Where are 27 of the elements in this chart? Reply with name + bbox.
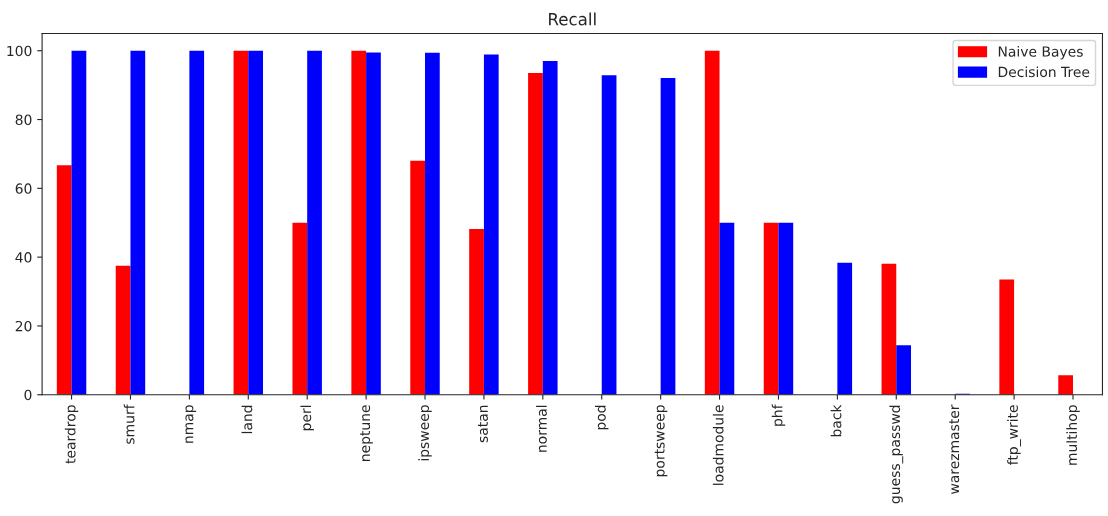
x-tick-label: teardrop	[64, 405, 79, 464]
legend-label: Decision Tree	[998, 66, 1090, 78]
x-tick-label: perl	[300, 405, 314, 431]
x-tick-label: warezmaster	[949, 404, 960, 494]
x-tick-label: nmap	[185, 405, 197, 443]
x-tick-label: pod	[595, 405, 609, 430]
legend-label: Naive Bayes	[998, 46, 1083, 60]
x-tick-label: ipsweep	[418, 405, 432, 461]
x-tick-label: smurf	[123, 404, 135, 444]
y-tick-label: 20	[15, 320, 32, 332]
x-tick-label: ftp_write	[1007, 405, 1022, 465]
x-tick-label: multihop	[1066, 405, 1080, 465]
y-tick-label: 0	[24, 389, 32, 401]
x-tick-label: satan	[478, 405, 488, 443]
x-tick-label: loadmodule	[712, 405, 724, 485]
y-tick-label: 60	[15, 183, 32, 194]
y-tick-label: 40	[15, 252, 32, 263]
x-tick-label: normal	[536, 405, 547, 452]
x-tick-label: neptune	[360, 405, 373, 461]
x-tick-label: phf	[771, 404, 786, 426]
x-tick-label: land	[241, 405, 253, 434]
y-tick-label: 80	[15, 114, 32, 126]
x-tick-label: back	[830, 404, 842, 437]
x-tick-label: guess_passwd	[889, 405, 904, 504]
chart-title: Recall	[549, 12, 596, 26]
x-tick-label: portsweep	[654, 405, 668, 477]
y-tick-label: 100	[7, 45, 32, 57]
